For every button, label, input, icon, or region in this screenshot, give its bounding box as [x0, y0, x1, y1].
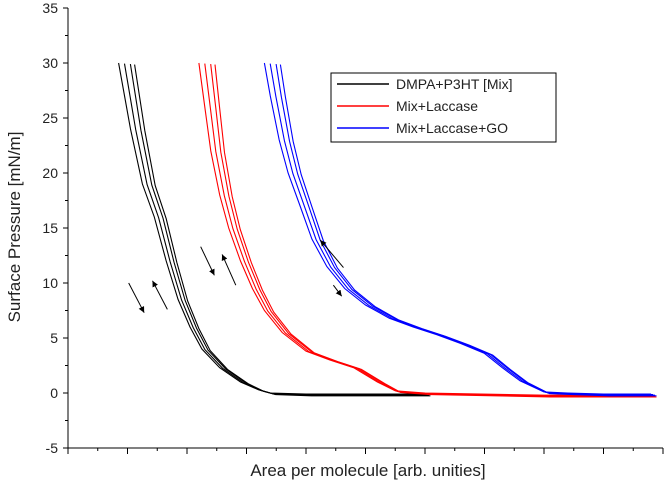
y-tick-label-2: 5 — [50, 330, 58, 346]
y-tick-label-1: 0 — [50, 385, 58, 401]
arrow-layer — [128, 239, 344, 313]
series-1-trace-3 — [214, 64, 657, 398]
y-axis-title: Surface Pressure [mN/m] — [5, 132, 24, 323]
series-0 — [118, 62, 431, 397]
y-tick-label-8: 35 — [42, 0, 58, 16]
series-layer — [118, 62, 657, 398]
y-tick-label-5: 20 — [42, 165, 58, 181]
y-tick-label-7: 30 — [42, 55, 58, 71]
legend-label-1: Mix+Laccase — [396, 98, 478, 114]
direction-arrow-0 — [128, 282, 145, 313]
y-tick-label-3: 10 — [42, 275, 58, 291]
direction-arrow-4 — [319, 239, 344, 268]
y-tick-label-0: -5 — [46, 440, 59, 456]
direction-arrow-1 — [152, 280, 168, 310]
y-tick-label-6: 25 — [42, 110, 58, 126]
direction-arrow-3 — [221, 254, 237, 286]
legend: DMPA+P3HT [Mix] Mix+Laccase Mix+Laccase+… — [330, 72, 557, 143]
series-1 — [198, 62, 657, 398]
x-axis-title: Area per molecule [arb. unities] — [250, 461, 485, 480]
series-0-trace-3 — [134, 64, 431, 397]
y-axis-ticks: -5 0 5 10 15 20 25 30 35 — [42, 0, 68, 456]
y-tick-label-4: 15 — [42, 220, 58, 236]
legend-label-0: DMPA+P3HT [Mix] — [396, 76, 513, 92]
direction-arrow-5 — [332, 284, 343, 297]
series-2-trace-3 — [279, 64, 657, 397]
direction-arrow-2 — [200, 246, 215, 276]
x-axis-ticks — [67, 448, 664, 454]
series-2 — [263, 62, 657, 397]
legend-label-2: Mix+Laccase+GO — [396, 120, 508, 136]
